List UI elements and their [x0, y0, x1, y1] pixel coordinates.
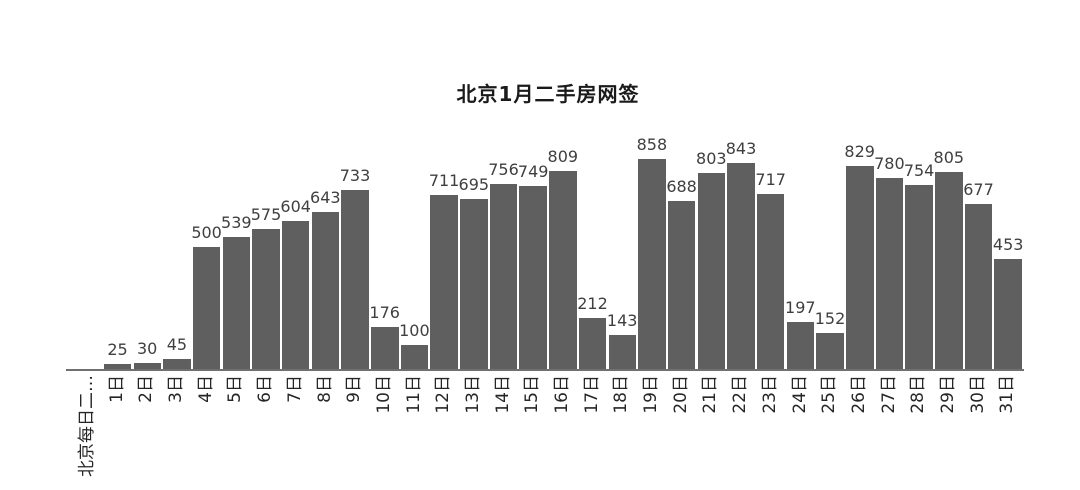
bar-day-6: [252, 229, 280, 370]
bar-day-8: [311, 212, 340, 370]
x-axis-label: 17日: [581, 375, 602, 414]
bar-value-label: 688: [666, 177, 697, 196]
x-axis-label: 11日: [403, 375, 424, 414]
bar-value-label: 176: [369, 303, 400, 322]
x-axis-label: 9日: [344, 375, 365, 403]
x-axis-label: 25日: [819, 375, 840, 414]
bar-day-17: [578, 318, 607, 370]
x-axis-label: 24日: [789, 375, 810, 414]
bar-value-label: 780: [874, 154, 905, 173]
bar-value-label: 858: [636, 135, 668, 154]
bar-value-label: 500: [191, 223, 222, 242]
bar-day-27: [875, 178, 904, 370]
bar-day-16: [549, 171, 577, 370]
bar-value-label: 45: [166, 335, 188, 354]
bar-day-28: [905, 185, 933, 370]
bar-day-25: [816, 333, 844, 370]
bar-day-30: [964, 204, 993, 370]
bar-value-label: 575: [250, 205, 282, 224]
bar-day-13: [460, 199, 488, 370]
bar-day-23: [756, 194, 785, 370]
bar-value-label: 756: [488, 160, 519, 179]
bar-value-label: 843: [725, 139, 757, 158]
bar-value-label: 717: [755, 170, 786, 189]
bar-value-label: 453: [992, 235, 1024, 254]
bar-day-14: [489, 184, 518, 370]
x-axis-label: 2日: [136, 375, 157, 403]
bar-value-label: 695: [458, 175, 490, 194]
bar-value-label: 539: [221, 213, 252, 232]
x-axis-label: 19日: [641, 375, 662, 414]
x-axis-label: 20日: [670, 375, 691, 414]
bar-day-2: [133, 363, 161, 370]
x-axis-label: 5日: [225, 375, 246, 403]
x-axis-leading-label: 北京每日二…: [77, 375, 97, 477]
x-axis-label: 15日: [522, 375, 543, 414]
x-axis-label: 21日: [700, 375, 721, 414]
bar-day-21: [697, 173, 725, 370]
bar-day-24: [786, 322, 815, 370]
bar-day-29: [935, 172, 963, 370]
bar-value-label: 100: [399, 321, 430, 340]
bar-day-4: [192, 247, 221, 370]
bar-day-1: [103, 364, 132, 370]
bar-value-label: 711: [428, 171, 460, 190]
x-axis-label: 23日: [759, 375, 780, 414]
bar-day-11: [400, 345, 429, 370]
bar-day-7: [281, 221, 310, 370]
bar-value-label: 829: [844, 142, 875, 161]
x-axis-label: 16日: [552, 375, 572, 414]
bar-value-label: 809: [547, 147, 579, 166]
bar-day-18: [608, 335, 636, 370]
x-axis-label: 18日: [611, 375, 632, 414]
x-axis-label: 6日: [255, 375, 276, 403]
bar-value-label: 604: [280, 197, 311, 216]
x-axis-label: 26日: [848, 375, 869, 414]
x-axis-label: 13日: [462, 375, 483, 414]
x-axis-label: 14日: [492, 375, 513, 414]
bar-day-5: [222, 237, 250, 370]
x-axis-label: 3日: [166, 375, 187, 403]
x-axis-label: 27日: [878, 375, 899, 414]
bar-value-label: 749: [517, 162, 549, 181]
chart-title: 北京1月二手房网签: [456, 82, 640, 106]
bar-day-10: [371, 327, 399, 370]
x-axis-label: 7日: [284, 375, 305, 403]
bar-value-label: 25: [107, 340, 128, 359]
bar-value-label: 143: [606, 311, 638, 330]
bar-day-12: [430, 195, 458, 370]
x-axis-label: 10日: [373, 375, 394, 414]
x-axis-label: 1日: [106, 375, 127, 403]
bar-day-22: [727, 163, 755, 370]
x-axis-label: 4日: [195, 375, 216, 403]
x-axis-label: 12日: [433, 375, 454, 414]
bar-value-label: 30: [137, 339, 158, 358]
x-axis-label: 31日: [997, 375, 1018, 414]
x-axis-label: 30日: [967, 375, 988, 414]
bar-value-label: 754: [903, 161, 935, 180]
bar-day-9: [341, 190, 369, 370]
bar-value-label: 733: [339, 166, 371, 185]
bar-day-26: [846, 166, 874, 370]
x-axis-line: [66, 369, 1024, 371]
bar-value-label: 197: [785, 298, 816, 317]
bar-value-label: 805: [933, 148, 965, 167]
x-axis-label: 22日: [730, 375, 751, 414]
x-axis-label: 29日: [937, 375, 958, 414]
bar-day-20: [667, 201, 696, 370]
bar-day-3: [163, 359, 191, 370]
x-axis-label: 28日: [908, 375, 929, 414]
bar-value-label: 803: [696, 149, 727, 168]
bar-value-label: 677: [963, 180, 994, 199]
bar-day-15: [519, 186, 547, 370]
bar-value-label: 212: [577, 294, 608, 313]
x-axis-label: 8日: [314, 375, 335, 403]
bar-value-label: 643: [310, 188, 341, 207]
bar-day-31: [994, 259, 1022, 370]
bar-value-label: 152: [814, 309, 846, 328]
bar-day-19: [638, 159, 666, 370]
